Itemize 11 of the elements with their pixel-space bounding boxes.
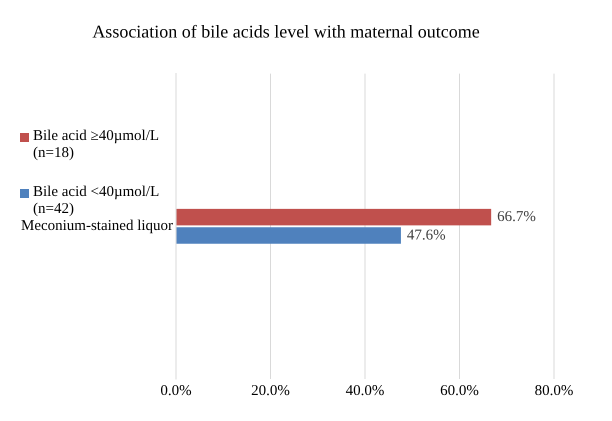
x-tick-label: 80.0% — [534, 382, 574, 399]
x-tick-label: 60.0% — [440, 382, 479, 399]
x-tick-label: 40.0% — [346, 382, 384, 399]
legend-label: Bile acid <40µmol/L (n=42) — [33, 184, 160, 218]
data-label: 47.6% — [406, 227, 446, 244]
data-label: 66.7% — [497, 209, 536, 226]
legend-label: Bile acid ≥40µmol/L (n=18) — [33, 128, 160, 162]
x-tick-label: 0.0% — [160, 382, 192, 399]
y-tick-label: Meconium-stained liquor — [20, 218, 174, 234]
chart-title: Association of bile acids level with maternal outcome — [92, 22, 480, 42]
x-tick-label: 20.0% — [251, 382, 290, 399]
